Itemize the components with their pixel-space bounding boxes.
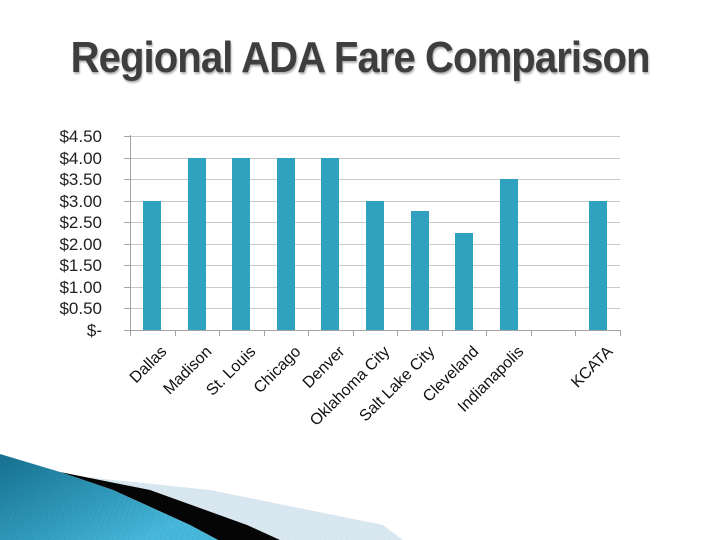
x-axis-tick (620, 330, 621, 336)
bar-chicago (276, 157, 295, 330)
title-area: Regional ADA Fare Comparison (0, 33, 720, 89)
pale-wedge-texture (85, 477, 403, 540)
y-axis-tick (124, 222, 131, 224)
slide-title: Regional ADA Fare Comparison (70, 33, 651, 82)
y-axis-tick (124, 179, 131, 181)
x-axis-tick (575, 330, 577, 336)
x-label-dallas: Dallas (127, 343, 171, 387)
bar-kcata (588, 200, 607, 330)
y-axis-tick (124, 265, 131, 267)
x-axis-tick (130, 330, 131, 336)
bar-chart: $- $0.50 $1.00 $1.50 $2.00 $2.50 $3.00 $3.50 $4.… (59, 127, 621, 430)
y-axis-line (130, 135, 131, 336)
gridline (130, 157, 620, 159)
x-axis-tick (397, 330, 399, 336)
x-label-kcata: KCATA (567, 343, 617, 392)
gridline (130, 136, 620, 137)
x-axis-tick (219, 330, 221, 336)
x-axis-tick (308, 330, 310, 336)
bar-madison (187, 157, 206, 330)
black-wedge-shape (60, 472, 280, 540)
bar-denver (321, 157, 340, 330)
y-axis-label: $3.00 (59, 191, 102, 211)
y-axis-tick (124, 330, 131, 331)
x-label-oklahoma-city: Oklahoma City (307, 343, 394, 430)
gridline (130, 179, 620, 181)
bar-indianapolis (499, 179, 518, 330)
bar-salt-lake-city (410, 211, 429, 330)
y-axis-tick (124, 243, 131, 245)
y-axis-label: $1.00 (59, 277, 102, 297)
y-axis-label: $2.00 (59, 234, 102, 254)
pale-wedge-shape (85, 477, 403, 540)
y-axis-tick (124, 157, 131, 159)
y-axis-label: $4.50 (59, 127, 102, 146)
y-axis-label: $1.50 (59, 256, 102, 276)
y-axis-label: $0.50 (59, 299, 102, 319)
x-axis-tick (441, 330, 443, 336)
y-axis-label: $3.50 (59, 170, 102, 190)
teal-wedge-shape (0, 454, 218, 540)
bar-oklahoma-city (366, 200, 384, 330)
bar-cleveland (455, 233, 474, 330)
x-axis-tick (352, 330, 354, 336)
bar-dallas (143, 200, 162, 330)
x-label-chicago: Chicago (250, 343, 305, 397)
y-axis-tick (124, 308, 131, 310)
y-axis-tick (124, 286, 131, 288)
y-axis-tick (124, 136, 131, 137)
bar-st-louis (232, 157, 251, 330)
y-axis-label: $4.00 (59, 148, 102, 168)
x-axis-tick (263, 330, 265, 336)
y-axis-tick (124, 200, 131, 202)
x-axis-tick (530, 330, 532, 336)
y-axis-label: $- (86, 321, 102, 340)
y-axis-label: $2.50 (59, 213, 102, 233)
x-axis-tick (174, 330, 176, 336)
x-axis-tick (486, 330, 488, 336)
gridline (130, 330, 620, 331)
teal-wedge-texture (0, 454, 218, 540)
